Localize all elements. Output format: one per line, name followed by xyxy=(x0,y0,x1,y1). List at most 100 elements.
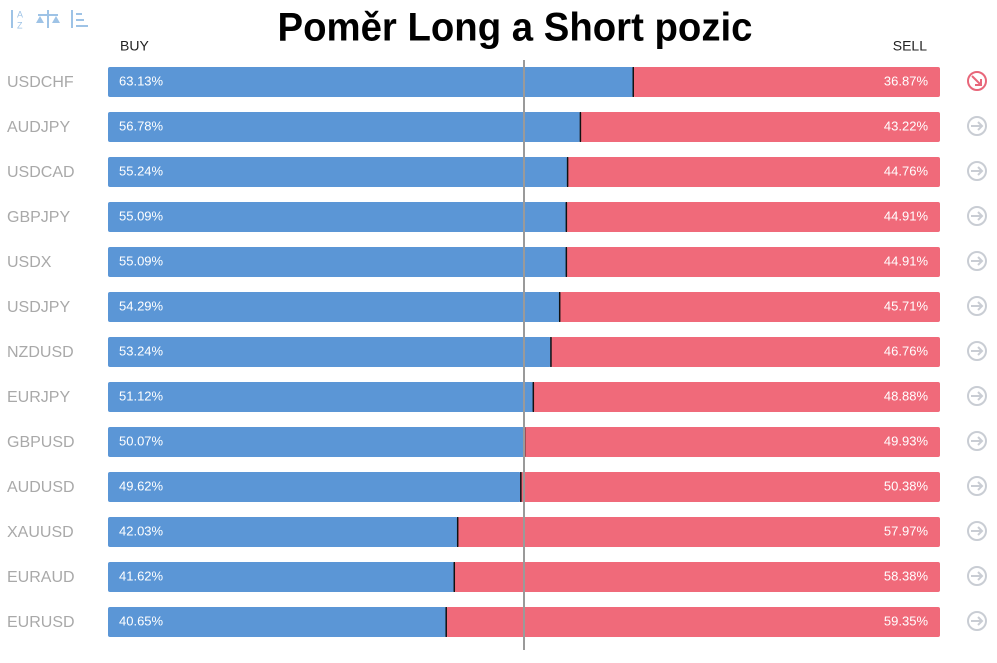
category-label: NZDUSD xyxy=(7,344,74,361)
bar-segment xyxy=(108,562,455,592)
icon-arrow xyxy=(971,256,984,266)
legend-sell: SELL xyxy=(893,38,927,54)
bar-segment xyxy=(108,247,567,277)
row-arrow-icon[interactable] xyxy=(967,206,987,226)
bar-segment xyxy=(566,247,940,277)
value-label: 55.09% xyxy=(119,208,164,223)
icon-circle xyxy=(967,521,987,541)
value-label: 44.76% xyxy=(884,163,929,178)
bar-segment xyxy=(108,292,560,322)
value-label: 44.91% xyxy=(884,253,929,268)
icon-arrow xyxy=(971,571,984,581)
row-arrow-icon[interactable] xyxy=(967,611,987,631)
chart-title: Poměr Long a Short pozic xyxy=(278,6,753,50)
bar-segment xyxy=(580,112,940,142)
value-label: 36.87% xyxy=(884,73,929,88)
icon-circle xyxy=(967,161,987,181)
value-label: 50.07% xyxy=(119,433,164,448)
icon-arrow xyxy=(971,75,982,86)
bar-segment xyxy=(550,337,940,367)
bar-segment xyxy=(566,202,940,232)
icon-circle xyxy=(967,386,987,406)
icon-circle xyxy=(967,296,987,316)
category-label: USDJPY xyxy=(7,299,70,316)
category-label: GBPJPY xyxy=(7,209,70,226)
row-arrow-icon[interactable] xyxy=(967,566,987,586)
bar-segment xyxy=(633,67,940,97)
row-arrow-icon[interactable] xyxy=(967,296,987,316)
row-arrow-icon[interactable] xyxy=(967,386,987,406)
icon-circle xyxy=(967,206,987,226)
sort-icons[interactable]: AZ xyxy=(11,9,88,30)
bar-segment xyxy=(108,157,568,187)
row-arrow-icon[interactable] xyxy=(967,161,987,181)
category-label: XAUUSD xyxy=(7,524,74,541)
icon-circle xyxy=(967,566,987,586)
value-label: 57.97% xyxy=(884,523,929,538)
bar-segment xyxy=(520,472,940,502)
icon-arrow xyxy=(971,481,984,491)
icon-circle xyxy=(967,611,987,631)
bar-segment xyxy=(108,427,525,457)
value-label: 42.03% xyxy=(119,523,164,538)
bar-segment xyxy=(446,607,940,637)
row-arrow-icon[interactable] xyxy=(967,251,987,271)
bar-segment xyxy=(108,112,581,142)
value-label: 58.38% xyxy=(884,568,929,583)
row-arrow-icon[interactable] xyxy=(967,341,987,361)
category-label: AUDJPY xyxy=(7,119,70,136)
bar-segment xyxy=(454,562,940,592)
icon-arrow xyxy=(971,346,984,356)
value-label: 55.24% xyxy=(119,163,164,178)
category-label: AUDUSD xyxy=(7,479,75,496)
icon-circle xyxy=(967,71,987,91)
icon-circle xyxy=(967,431,987,451)
icon-arrow xyxy=(971,166,984,176)
value-label: 43.22% xyxy=(884,118,929,133)
value-label: 45.71% xyxy=(884,298,929,313)
icon-arrow xyxy=(971,616,984,626)
bar-segment xyxy=(559,292,940,322)
bar-segment xyxy=(108,607,447,637)
icon-arrow xyxy=(971,301,984,311)
row-arrow-icon[interactable] xyxy=(967,116,987,136)
row-arrow-icon[interactable] xyxy=(967,521,987,541)
value-label: 49.62% xyxy=(119,478,164,493)
icon-arrow xyxy=(971,391,984,401)
row-arrow-icon[interactable] xyxy=(967,431,987,451)
value-label: 53.24% xyxy=(119,343,164,358)
bar-segment xyxy=(108,202,567,232)
value-label: 54.29% xyxy=(119,298,164,313)
svg-text:Z: Z xyxy=(17,20,23,30)
value-label: 63.13% xyxy=(119,73,164,88)
icon-arrow xyxy=(971,121,984,131)
icon-arrow xyxy=(971,526,984,536)
category-label: EURJPY xyxy=(7,389,70,406)
value-label: 51.12% xyxy=(119,388,164,403)
icon-arrow xyxy=(971,211,984,221)
category-label: EURAUD xyxy=(7,569,75,586)
icon-circle xyxy=(967,341,987,361)
category-label: EURUSD xyxy=(7,614,75,631)
row-arrow-icon[interactable] xyxy=(967,476,987,496)
category-label: USDCAD xyxy=(7,164,75,181)
bar-segment xyxy=(524,427,940,457)
legend-buy: BUY xyxy=(120,38,149,54)
value-label: 56.78% xyxy=(119,118,164,133)
row-arrow-icon[interactable] xyxy=(967,71,987,91)
value-label: 59.35% xyxy=(884,613,929,628)
bar-segment xyxy=(567,157,940,187)
value-label: 49.93% xyxy=(884,433,929,448)
bar-segment xyxy=(533,382,940,412)
bar-segment xyxy=(108,382,534,412)
value-label: 50.38% xyxy=(884,478,929,493)
value-label: 44.91% xyxy=(884,208,929,223)
bar-segment xyxy=(457,517,940,547)
value-label: 55.09% xyxy=(119,253,164,268)
category-label: USDX xyxy=(7,254,52,271)
bar-segment xyxy=(108,517,458,547)
icon-circle xyxy=(967,116,987,136)
value-label: 46.76% xyxy=(884,343,929,358)
value-label: 48.88% xyxy=(884,388,929,403)
